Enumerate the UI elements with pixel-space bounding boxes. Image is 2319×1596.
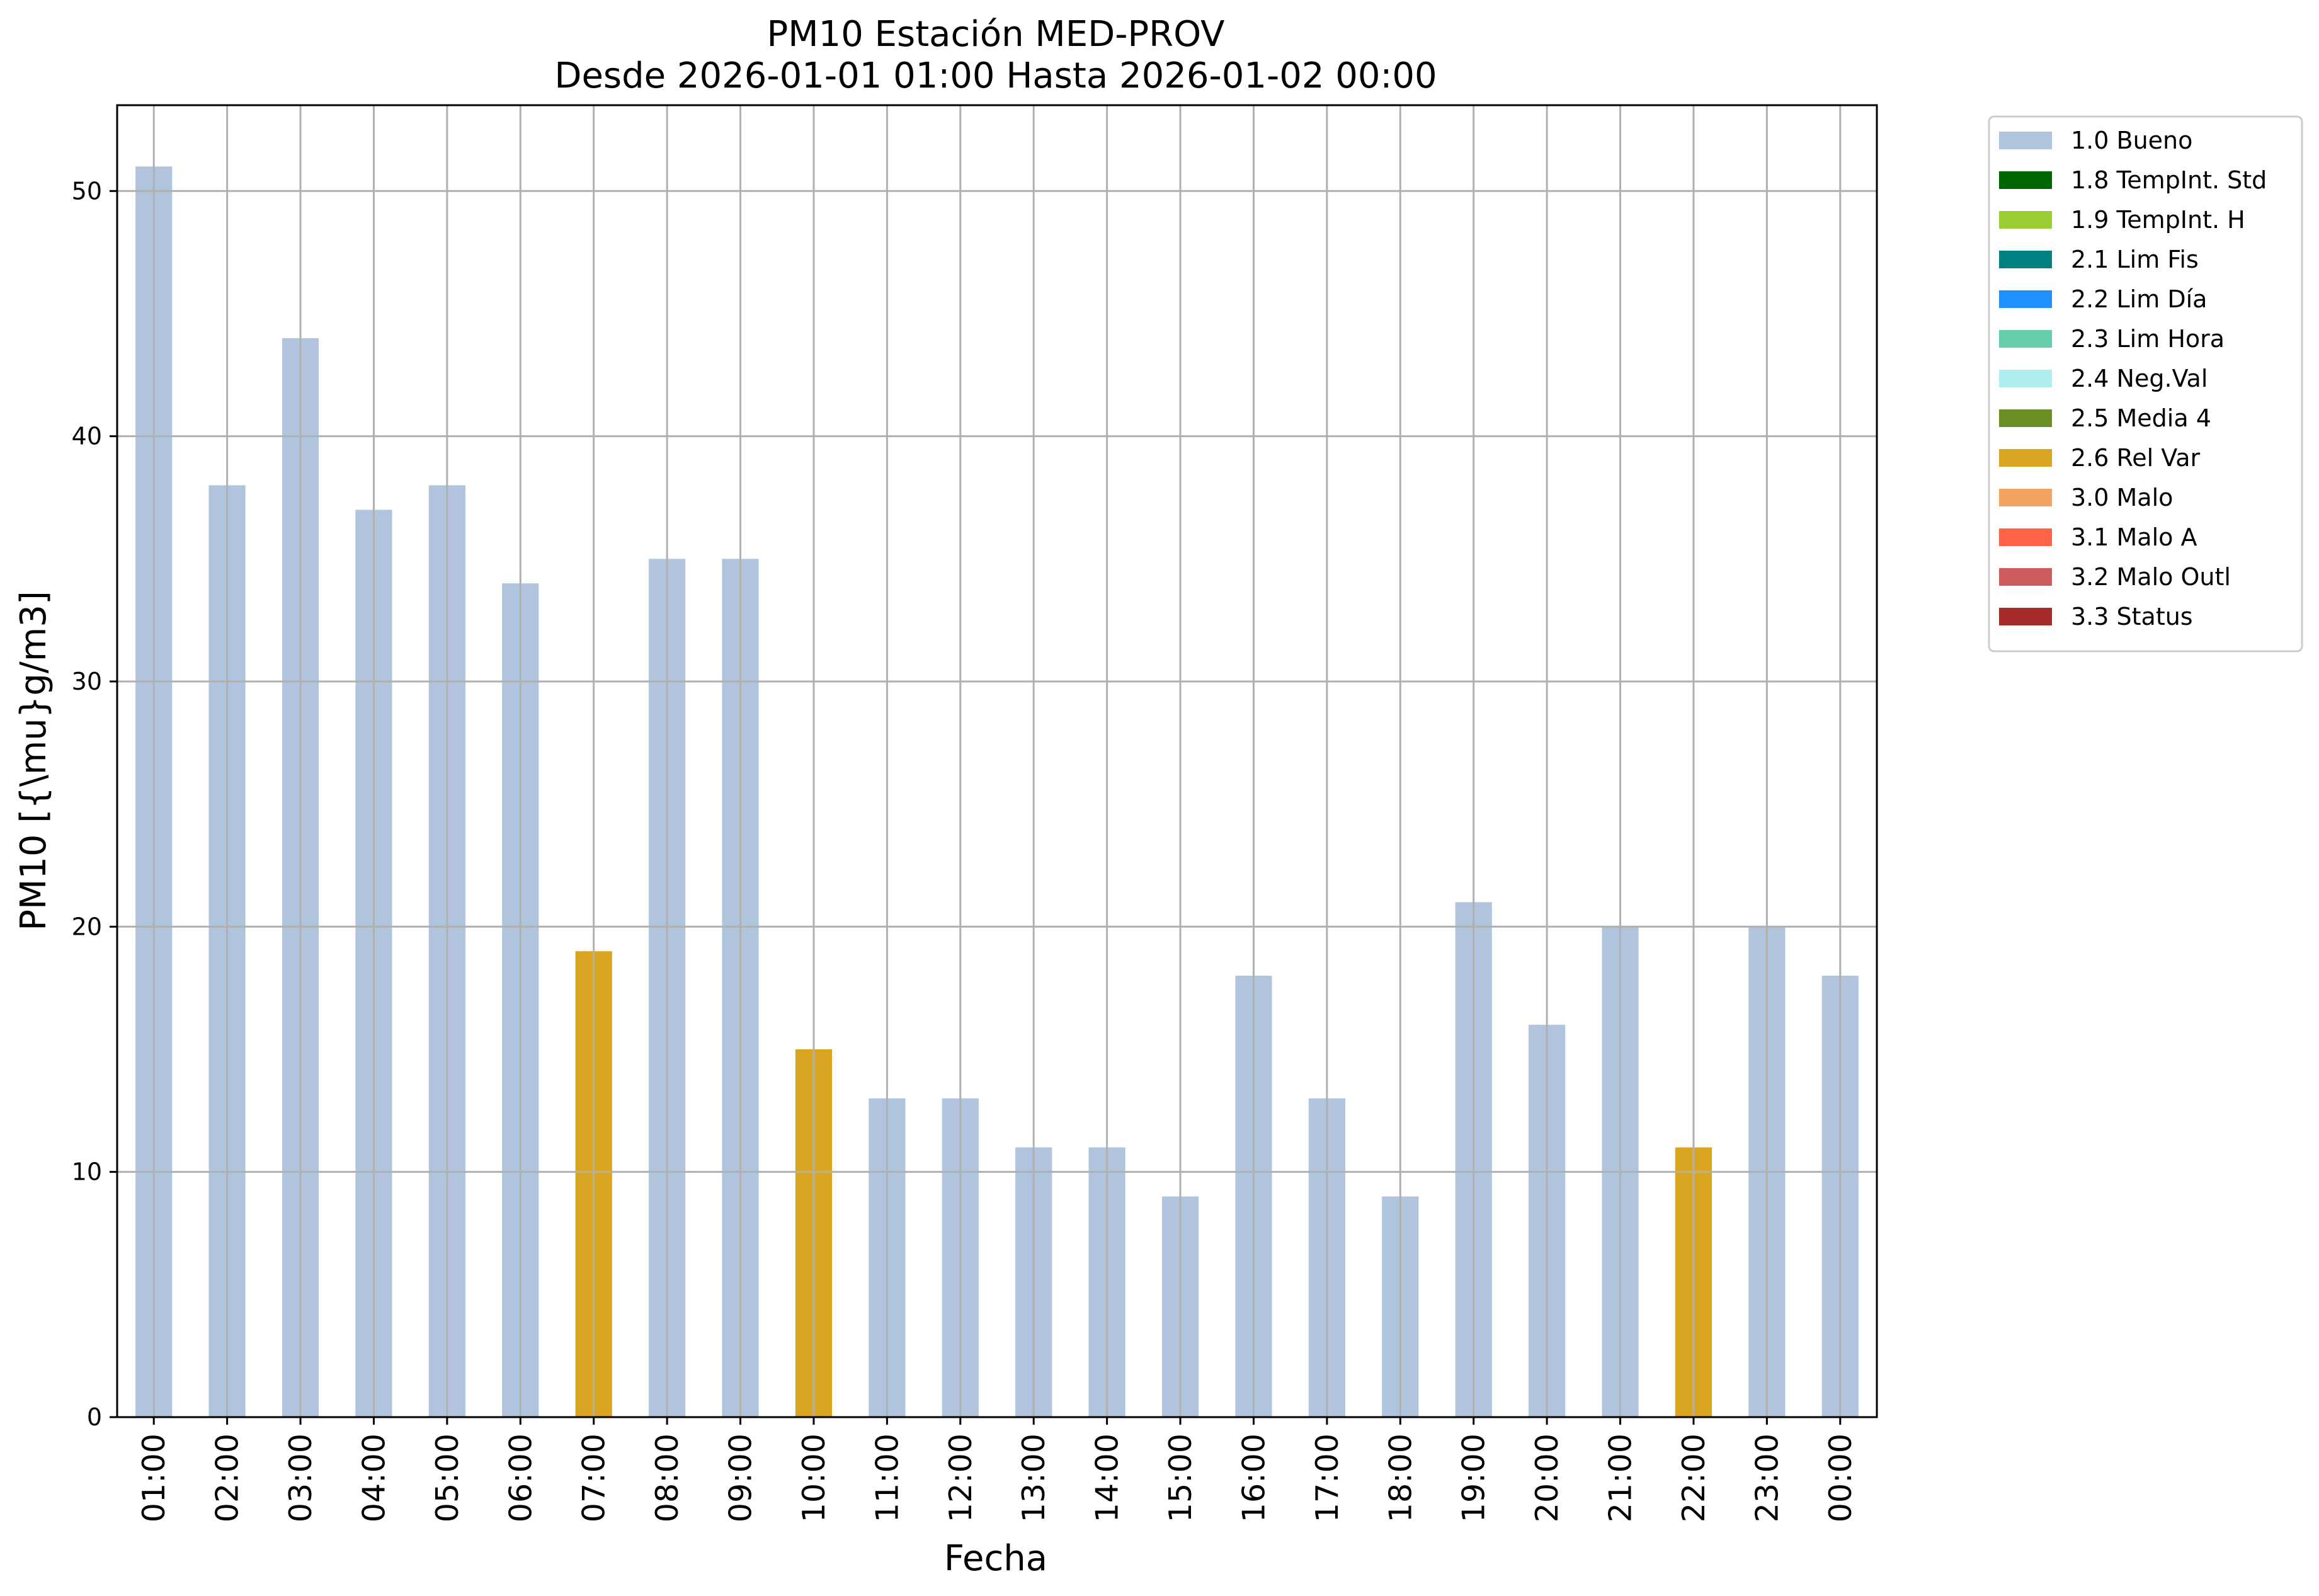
x-tick-label: 00:00 — [1823, 1434, 1859, 1522]
chart-subtitle: Desde 2026-01-01 01:00 Hasta 2026-01-02 … — [554, 55, 1437, 96]
x-tick-label: 20:00 — [1529, 1434, 1565, 1522]
y-axis-label: PM10 [{\mu}g/m3] — [13, 591, 54, 931]
y-tick-label: 40 — [72, 423, 102, 450]
legend-swatch — [1999, 290, 2052, 308]
bars — [135, 166, 1859, 1418]
x-tick-label: 04:00 — [356, 1434, 392, 1522]
legend-label: 2.2 Lim Día — [2071, 285, 2207, 313]
legend-label: 3.2 Malo Outl — [2071, 563, 2231, 591]
legend-swatch — [1999, 568, 2052, 586]
grid-lines — [117, 105, 1877, 1418]
legend-swatch — [1999, 132, 2052, 149]
y-tick-label: 20 — [72, 913, 102, 940]
axes: 0 10 20 30 40 50 01:00 02:00 03:00 04:00 05:00 06:0… — [72, 104, 1878, 1522]
x-tick-label: 02:00 — [210, 1434, 246, 1522]
y-tick-label: 50 — [72, 177, 102, 205]
x-tick-label: 15:00 — [1163, 1434, 1199, 1522]
y-tick-label: 30 — [72, 668, 102, 695]
legend-swatch — [1999, 449, 2052, 467]
x-tick-label: 16:00 — [1236, 1434, 1272, 1522]
x-tick-label: 22:00 — [1676, 1434, 1712, 1522]
x-tick-label: 19:00 — [1456, 1434, 1492, 1522]
x-tick-label: 06:00 — [503, 1434, 538, 1522]
legend-swatch — [1999, 528, 2052, 546]
legend-label: 2.3 Lim Hora — [2071, 325, 2225, 353]
x-tick-label: 07:00 — [576, 1434, 612, 1522]
chart-title: PM10 Estación MED-PROV — [767, 14, 1225, 55]
plot-frame — [116, 104, 1878, 1418]
x-tick-label: 21:00 — [1603, 1434, 1639, 1522]
legend-swatch — [1999, 489, 2052, 506]
x-tick-label: 01:00 — [136, 1434, 172, 1522]
legend-label: 2.6 Rel Var — [2071, 444, 2201, 472]
x-tick-label: 12:00 — [943, 1434, 979, 1522]
x-tick-label: 08:00 — [649, 1434, 685, 1522]
legend-label: 1.0 Bueno — [2071, 127, 2192, 154]
legend-label: 1.9 TempInt. H — [2071, 206, 2245, 234]
x-tick-label: 03:00 — [283, 1434, 319, 1522]
x-tick-label: 05:00 — [430, 1434, 465, 1522]
y-tick-label: 0 — [87, 1403, 102, 1431]
legend: 1.0 Bueno 1.8 TempInt. Std 1.9 TempInt. H 2… — [1988, 115, 2303, 653]
legend-box — [1988, 115, 2303, 653]
x-tick-label: 09:00 — [723, 1434, 759, 1522]
legend-label: 2.4 Neg.Val — [2071, 365, 2208, 392]
legend-swatch — [1999, 171, 2052, 189]
legend-label: 1.8 TempInt. Std — [2071, 166, 2267, 194]
legend-label: 3.1 Malo A — [2071, 523, 2197, 551]
x-tick-label: 17:00 — [1309, 1434, 1345, 1522]
x-tick-label: 18:00 — [1382, 1434, 1418, 1522]
legend-swatch — [1999, 251, 2052, 268]
legend-label: 2.5 Media 4 — [2071, 404, 2211, 432]
legend-swatch — [1999, 409, 2052, 427]
x-tick-label: 11:00 — [869, 1434, 905, 1522]
legend-swatch — [1999, 608, 2052, 625]
legend-swatch — [1999, 211, 2052, 229]
legend-label: 2.1 Lim Fis — [2071, 246, 2199, 273]
legend-label: 3.0 Malo — [2071, 484, 2173, 511]
x-tick-label: 13:00 — [1016, 1434, 1052, 1522]
x-tick-label: 14:00 — [1090, 1434, 1125, 1522]
legend-label: 3.3 Status — [2071, 603, 2193, 630]
y-tick-label: 10 — [72, 1158, 102, 1186]
legend-swatch — [1999, 330, 2052, 348]
x-tick-label: 10:00 — [796, 1434, 832, 1522]
x-axis-label: Fecha — [944, 1538, 1047, 1579]
legend-swatch — [1999, 370, 2052, 387]
x-tick-label: 23:00 — [1749, 1434, 1785, 1522]
